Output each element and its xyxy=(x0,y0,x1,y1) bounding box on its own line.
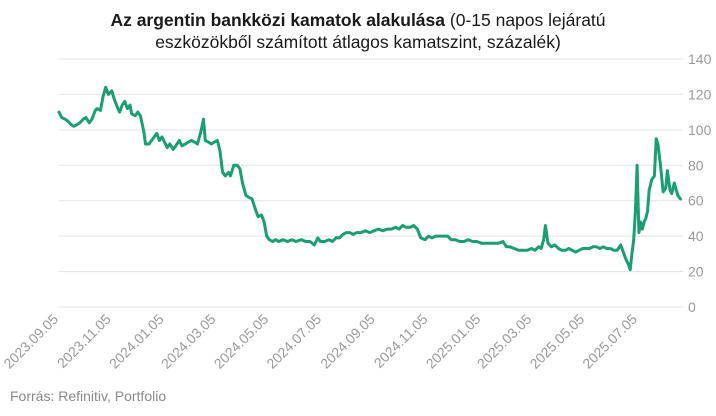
y-tick-label: 60 xyxy=(688,193,704,209)
y-tick-label: 40 xyxy=(688,228,704,244)
x-tick-label: 2024.07.05 xyxy=(263,311,324,372)
y-tick-label: 120 xyxy=(688,86,712,102)
x-tick-label: 2025.03.05 xyxy=(474,311,535,372)
x-tick-label: 2024.03.05 xyxy=(158,311,219,372)
y-tick-label: 0 xyxy=(688,299,696,315)
y-tick-label: 140 xyxy=(688,51,712,67)
chart-title-line2: eszközökből számított átlagos kamatszint… xyxy=(155,32,561,52)
x-tick-label: 2025.07.05 xyxy=(579,311,640,372)
x-tick-label: 2024.11.05 xyxy=(371,311,431,371)
grid-lines xyxy=(59,58,683,308)
x-tick-label: 2023.09.05 xyxy=(0,311,61,372)
y-tick-label: 20 xyxy=(688,264,704,280)
chart-title-bold: Az argentin bankközi kamatok alakulása xyxy=(110,10,446,30)
x-axis-ticks: 2023.09.052023.11.052024.01.052024.03.05… xyxy=(0,311,640,372)
y-tick-label: 100 xyxy=(688,122,712,138)
source-note: Forrás: Refinitiv, Portfolio xyxy=(10,388,167,404)
x-tick-label: 2024.01.05 xyxy=(106,311,167,372)
rate-series-line xyxy=(57,85,682,272)
x-tick-label: 2024.05.05 xyxy=(211,311,272,372)
x-tick-label: 2024.09.05 xyxy=(317,311,378,372)
y-tick-label: 80 xyxy=(688,157,704,173)
y-axis-ticks: 0 20 40 60 80 100 120 140 xyxy=(688,51,712,315)
x-tick-label: 2025.05.05 xyxy=(526,311,587,372)
x-tick-label: 2023.11.05 xyxy=(54,311,114,371)
chart-title: Az argentin bankközi kamatok alakulása (… xyxy=(0,9,716,53)
chart-title-rest: (0-15 napos lejáratú xyxy=(445,10,606,30)
